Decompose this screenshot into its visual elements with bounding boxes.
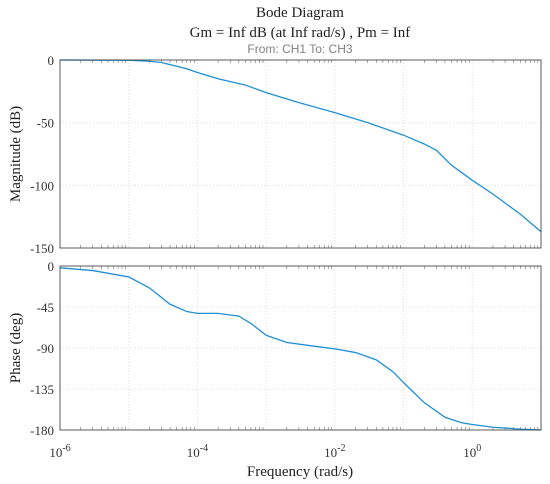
magnitude-y-tick-label: 0: [48, 53, 55, 68]
phase-y-tick-label: -135: [30, 382, 54, 397]
x-tick-base: 10: [463, 445, 476, 460]
chart-title: Bode Diagram: [256, 5, 344, 21]
x-tick-exponent: -4: [200, 443, 208, 454]
phase-panel: 0 -45 -90 -135 -180 Phase (deg): [8, 259, 542, 438]
x-axis-label: Frequency (rad/s): [247, 464, 353, 480]
phase-y-label: Phase (deg): [8, 313, 24, 383]
magnitude-y-tick-label: -150: [30, 241, 54, 256]
phase-y-tick-label: -45: [37, 300, 54, 315]
x-tick-exponent: 0: [476, 443, 481, 454]
phase-series-line: [59, 267, 542, 431]
magnitude-y-label: Magnitude (dB): [8, 106, 24, 202]
magnitude-y-tick-label: -100: [30, 178, 54, 193]
x-tick-label: 10-2: [324, 443, 345, 460]
x-tick-exponent: -6: [62, 443, 70, 454]
magnitude-series-line: [59, 59, 542, 233]
magnitude-y-ticks: 0 -50 -100 -150: [30, 53, 54, 256]
magnitude-y-tick-label: -50: [37, 116, 54, 131]
x-tick-label: 10-4: [187, 443, 208, 460]
chart-subtitle: Gm = Inf dB (at Inf rad/s) , Pm = Inf: [190, 25, 411, 41]
magnitude-panel: 0 -50 -100 -150 Magnitude (dB): [8, 53, 542, 256]
magnitude-plot-area: [60, 60, 541, 248]
magnitude-grid: [60, 60, 541, 248]
phase-frame: [59, 265, 542, 431]
phase-y-tick-label: -180: [30, 423, 54, 438]
x-tick-label: 100: [463, 443, 481, 460]
x-tick-exponent: -2: [337, 443, 345, 454]
phase-y-tick-label: 0: [48, 259, 55, 274]
phase-y-tick-label: -90: [37, 341, 54, 356]
x-tick-label: 10-6: [49, 443, 70, 460]
x-tick-base: 10: [187, 445, 200, 460]
io-label: From: CH1 To: CH3: [247, 42, 352, 56]
magnitude-frame: [59, 59, 542, 249]
frequency-x-ticks: 10-6 10-4 10-2 100: [49, 443, 481, 460]
x-tick-base: 10: [49, 445, 62, 460]
phase-grid: [60, 266, 541, 430]
phase-y-ticks: 0 -45 -90 -135 -180: [30, 259, 54, 438]
x-tick-base: 10: [324, 445, 337, 460]
